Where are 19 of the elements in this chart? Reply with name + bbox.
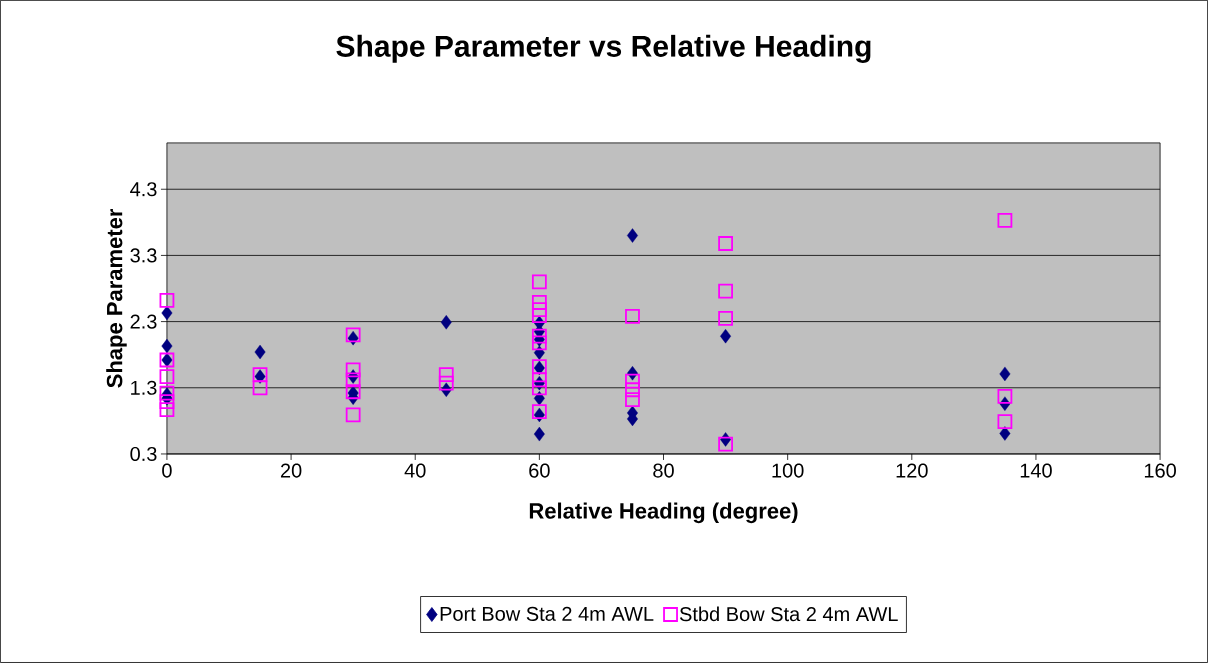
x-tick-label: 40 [404, 463, 426, 478]
x-tick-label: 160 [1144, 463, 1176, 478]
x-tick-label: 0 [162, 463, 172, 478]
y-tick-label: 1.3 [131, 380, 157, 395]
x-tick-label: 20 [280, 463, 302, 478]
y-tick-label: 2.3 [130, 314, 157, 329]
x-tick-label: 80 [653, 463, 674, 478]
y-tick-label: 3.3 [130, 248, 157, 263]
legend-label: Stbd Bow Sta 2 4m AWL [679, 606, 898, 622]
x-tick-label: 140 [1020, 463, 1052, 478]
y-axis-title: Shape Parameter [106, 208, 127, 388]
x-tick-label: 60 [529, 463, 550, 478]
chart-title: Shape Parameter vs Relative Heading [336, 34, 871, 63]
x-tick-label: 120 [896, 463, 928, 478]
legend-label: Port Bow Sta 2 4m AWL [440, 606, 654, 621]
x-tick-label: 100 [772, 463, 804, 478]
x-axis-title: Relative Heading (degree) [529, 502, 798, 524]
y-tick-label: 4.3 [130, 182, 157, 197]
y-tick-label: 0.3 [130, 446, 157, 462]
